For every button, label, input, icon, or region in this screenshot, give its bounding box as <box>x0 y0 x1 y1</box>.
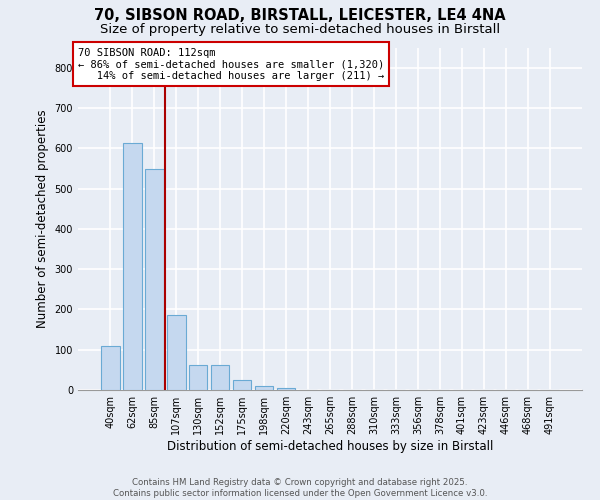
Bar <box>167 316 185 390</box>
Bar <box>189 365 208 390</box>
Bar <box>123 144 142 390</box>
Text: 70, SIBSON ROAD, BIRSTALL, LEICESTER, LE4 4NA: 70, SIBSON ROAD, BIRSTALL, LEICESTER, LE… <box>94 8 506 22</box>
Bar <box>255 386 274 390</box>
Y-axis label: Number of semi-detached properties: Number of semi-detached properties <box>36 110 49 328</box>
Bar <box>277 388 295 390</box>
Bar <box>101 346 119 390</box>
Text: Contains HM Land Registry data © Crown copyright and database right 2025.
Contai: Contains HM Land Registry data © Crown c… <box>113 478 487 498</box>
Text: Size of property relative to semi-detached houses in Birstall: Size of property relative to semi-detach… <box>100 22 500 36</box>
Bar <box>145 169 164 390</box>
X-axis label: Distribution of semi-detached houses by size in Birstall: Distribution of semi-detached houses by … <box>167 440 493 453</box>
Text: 70 SIBSON ROAD: 112sqm
← 86% of semi-detached houses are smaller (1,320)
   14% : 70 SIBSON ROAD: 112sqm ← 86% of semi-det… <box>78 48 384 80</box>
Bar <box>211 365 229 390</box>
Bar <box>233 380 251 390</box>
